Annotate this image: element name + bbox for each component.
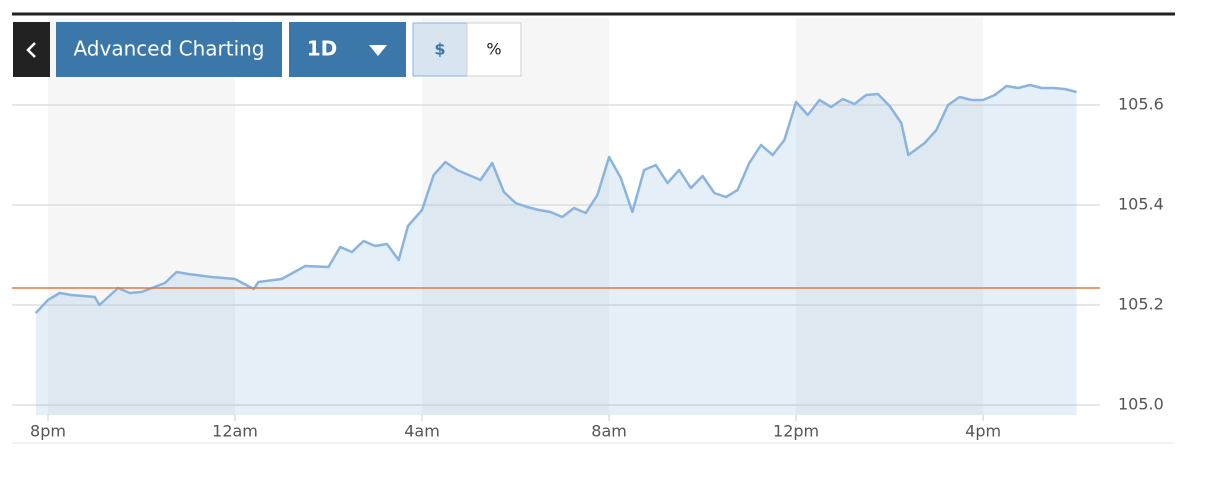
back-button-bg[interactable] xyxy=(13,22,50,77)
range-dropdown[interactable] xyxy=(289,22,406,77)
percent-label: % xyxy=(486,40,501,59)
percent-toggle[interactable] xyxy=(466,22,522,77)
y-tick-label: 105.6 xyxy=(1118,95,1164,114)
x-tick-label: 8pm xyxy=(30,422,66,441)
x-tick-label: 12am xyxy=(212,422,258,441)
plot: 105.0 105.2 105.4 105.6 8pm 12am 4am 8am 12pm 4pm xyxy=(12,83,1175,444)
time-band xyxy=(48,18,236,415)
price-line xyxy=(34,83,1077,314)
time-band xyxy=(796,18,984,415)
y-tick-label: 105.4 xyxy=(1118,195,1164,214)
x-tick-label: 4am xyxy=(404,422,440,441)
x-tick-label: 4pm xyxy=(965,422,1001,441)
dollar-label: $ xyxy=(434,40,445,59)
back-button[interactable] xyxy=(13,22,50,77)
y-tick-label: 105.2 xyxy=(1118,295,1164,314)
bands xyxy=(48,18,984,415)
x-tick-label: 8am xyxy=(591,422,627,441)
advanced-charting-button[interactable] xyxy=(56,22,282,77)
x-tick-label: 12pm xyxy=(773,422,819,441)
advanced-charting-label: Advanced Charting xyxy=(73,37,264,61)
range-label: 1D xyxy=(307,37,338,61)
back-icon xyxy=(26,42,36,58)
time-band xyxy=(422,18,610,415)
y-tick-label: 105.0 xyxy=(1118,395,1164,414)
area-fill xyxy=(35,85,1077,415)
dropdown-arrow xyxy=(369,45,387,56)
